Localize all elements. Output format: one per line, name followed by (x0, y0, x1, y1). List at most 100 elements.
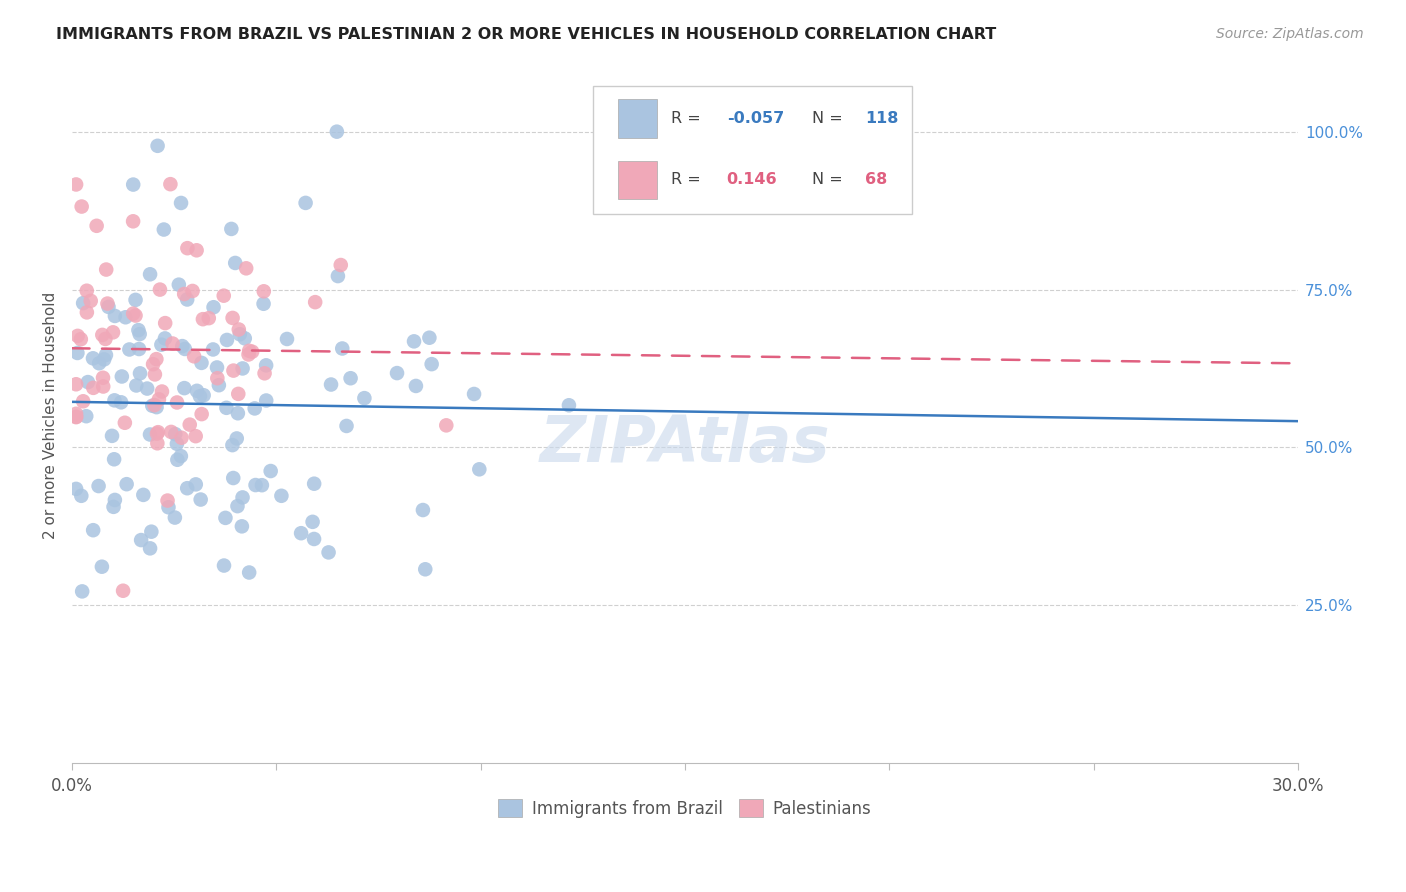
Point (170, 431, 193, 445)
Point (93, 352, 115, 367)
Point (114, 310, 136, 325)
Point (132, 488, 155, 502)
Point (146, 425, 169, 440)
Point (65, 482, 87, 496)
Point (111, 369, 134, 384)
Point (124, 293, 146, 307)
Point (254, 359, 277, 373)
Text: -0.057: -0.057 (727, 111, 785, 126)
FancyBboxPatch shape (617, 161, 657, 199)
Point (96, 262, 118, 277)
Point (294, 195, 316, 210)
Legend: Immigrants from Brazil, Palestinians: Immigrants from Brazil, Palestinians (492, 793, 879, 824)
Point (353, 391, 375, 405)
Point (66, 329, 89, 343)
Point (65, 409, 87, 424)
Y-axis label: 2 or more Vehicles in Household: 2 or more Vehicles in Household (44, 293, 58, 540)
Point (166, 452, 188, 467)
Point (183, 349, 205, 363)
Point (222, 363, 245, 377)
Point (65, 178, 87, 192)
Point (173, 342, 195, 356)
Point (190, 492, 212, 507)
Point (235, 261, 257, 276)
Point (184, 429, 207, 443)
Point (143, 368, 166, 382)
Point (173, 287, 195, 301)
Point (70, 489, 93, 503)
Point (96, 296, 118, 310)
Point (104, 492, 127, 507)
Point (420, 357, 443, 371)
Point (167, 277, 190, 292)
Point (103, 452, 125, 467)
Point (91, 371, 114, 385)
Point (166, 437, 188, 451)
Point (65, 410, 87, 425)
Point (122, 178, 145, 192)
Text: N =: N = (813, 172, 848, 187)
Point (231, 519, 253, 533)
Point (69, 332, 91, 346)
Point (238, 343, 260, 358)
Point (413, 562, 436, 576)
Point (202, 343, 225, 357)
Point (146, 426, 169, 441)
Point (402, 334, 425, 349)
Point (165, 427, 187, 442)
Point (94, 348, 117, 362)
Text: Source: ZipAtlas.com: Source: ZipAtlas.com (1216, 27, 1364, 41)
Point (129, 533, 152, 547)
Point (162, 336, 184, 351)
Point (166, 395, 188, 409)
Point (94, 332, 117, 346)
Point (76, 305, 98, 319)
Point (253, 285, 276, 299)
Point (150, 384, 173, 399)
Point (181, 284, 204, 298)
Point (114, 416, 136, 430)
FancyBboxPatch shape (593, 86, 911, 214)
Point (190, 407, 212, 421)
Point (221, 310, 243, 325)
Point (176, 241, 198, 255)
Point (252, 297, 274, 311)
Point (91, 327, 114, 342)
Point (240, 344, 263, 359)
Point (148, 392, 170, 407)
Point (104, 309, 127, 323)
Point (65, 377, 87, 392)
Point (302, 476, 325, 491)
Point (82, 523, 104, 537)
Point (276, 332, 298, 346)
Point (301, 515, 323, 529)
Point (226, 499, 249, 513)
Point (146, 436, 169, 450)
Point (468, 462, 491, 476)
Point (163, 510, 186, 524)
Point (221, 222, 243, 236)
Point (339, 371, 361, 385)
Point (75, 409, 97, 424)
Point (101, 429, 124, 443)
Point (191, 312, 214, 326)
Point (153, 222, 176, 236)
Point (434, 418, 457, 433)
Point (233, 331, 256, 345)
Point (184, 477, 207, 491)
Point (319, 377, 342, 392)
Point (82, 381, 104, 395)
Point (225, 432, 247, 446)
Point (103, 393, 125, 408)
Point (302, 532, 325, 546)
Point (304, 295, 326, 310)
Point (112, 583, 135, 598)
FancyBboxPatch shape (617, 99, 657, 137)
Point (77, 375, 100, 389)
Text: 68: 68 (865, 172, 887, 187)
Point (122, 214, 145, 228)
Point (208, 378, 231, 392)
Point (205, 360, 228, 375)
Text: 0.146: 0.146 (727, 172, 778, 187)
Point (290, 526, 312, 541)
